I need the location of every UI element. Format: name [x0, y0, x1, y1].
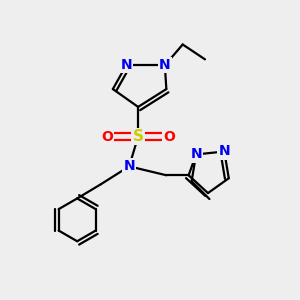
Text: N: N [123, 159, 135, 173]
Text: S: S [133, 129, 144, 144]
Text: N: N [120, 58, 132, 72]
Text: O: O [164, 130, 175, 144]
Text: N: N [218, 145, 230, 158]
Text: N: N [159, 58, 171, 72]
Text: O: O [101, 130, 113, 144]
Text: N: N [190, 148, 202, 161]
